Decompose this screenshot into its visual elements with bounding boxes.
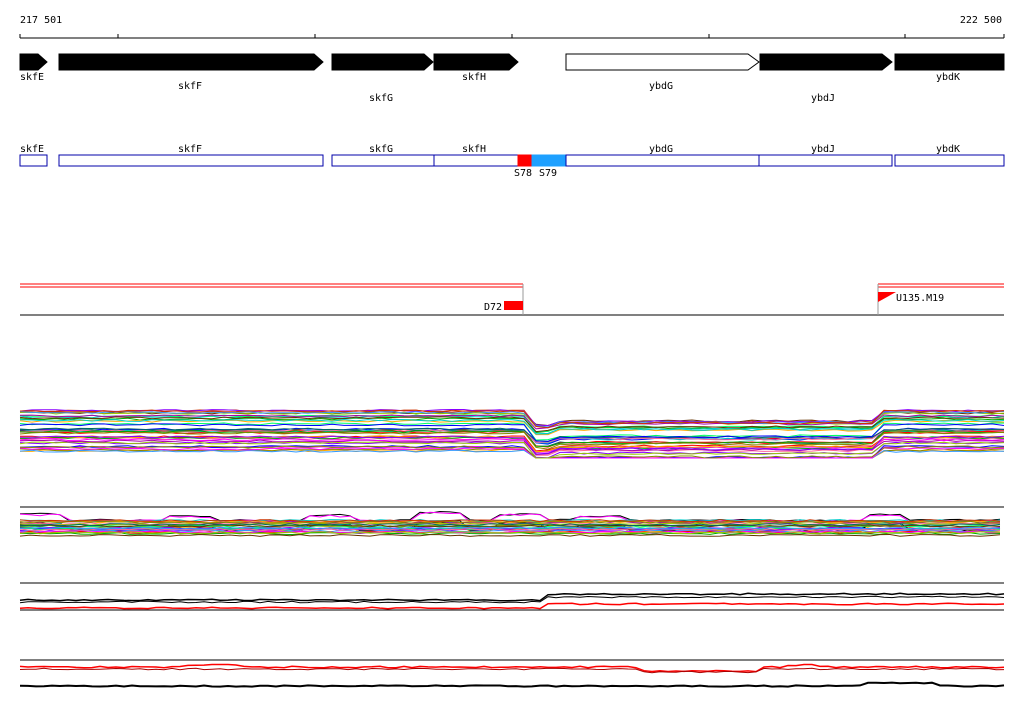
gene-label-ybdG: ybdG	[649, 81, 673, 92]
gene-label-skfG: skfG	[369, 93, 393, 104]
segment-label-skfH: skfH	[462, 144, 486, 155]
region-label-S78: S78	[514, 168, 532, 179]
segment-label-skfG: skfG	[369, 144, 393, 155]
gene-arrow-ybdK[interactable]: ybdK	[894, 53, 1005, 83]
signal-track-3-lines	[19, 592, 1005, 610]
segment-label-skfE: skfE	[20, 144, 44, 155]
signal-line	[19, 523, 1001, 527]
gene-label-skfH: skfH	[462, 72, 486, 83]
signal-line	[20, 510, 1001, 522]
gene-arrow-skfG[interactable]: skfG	[331, 53, 434, 104]
gene-label-skfF: skfF	[178, 81, 202, 92]
segment-track: skfE skfF skfG skfH S78 S79 ybdG ybdJ yb…	[19, 144, 1005, 179]
signal-line	[19, 441, 1005, 459]
region-box-S78[interactable]	[517, 154, 533, 167]
signal-track-1	[19, 409, 1005, 459]
gene-arrow-skfF-shape[interactable]	[58, 53, 324, 71]
signal-line	[20, 435, 1005, 455]
ruler-ticks	[19, 34, 1005, 38]
signal-line-black-2	[19, 595, 1005, 604]
signal-line	[19, 430, 1005, 447]
signal-track-4-lines	[19, 663, 1005, 688]
gene-track: skfE skfF skfG skfH ybdG ybdJ ybdK	[19, 53, 1005, 104]
marker-track: D72 U135.M19	[20, 283, 1004, 316]
signal-line	[19, 533, 1001, 537]
segment-label-skfF: skfF	[178, 144, 202, 155]
segment-label-ybdK: ybdK	[936, 144, 960, 155]
gene-arrow-ybdK-shape[interactable]	[894, 53, 1005, 71]
signal-line	[19, 416, 1005, 433]
signal-line	[19, 419, 1005, 436]
gene-arrow-ybdJ[interactable]: ybdJ	[759, 53, 893, 104]
signal-line-red-2	[19, 667, 1005, 674]
gene-label-skfE: skfE	[20, 72, 44, 83]
signal-track-3	[19, 582, 1005, 611]
signal-line	[19, 418, 1005, 435]
gene-label-ybdJ: ybdJ	[811, 93, 835, 104]
coordinate-ruler: 217 501 222 500	[19, 15, 1005, 39]
segment-box-skfE[interactable]	[19, 154, 48, 167]
segment-box-ybdK[interactable]	[894, 154, 1005, 167]
signal-line	[19, 414, 1005, 430]
gene-arrow-skfG-shape[interactable]	[331, 53, 434, 71]
region-box-S79[interactable]	[531, 154, 567, 167]
marker-label-D72: D72	[484, 302, 502, 313]
signal-line	[19, 447, 1005, 459]
signal-line	[19, 423, 1005, 442]
segment-box-skfH[interactable]	[433, 154, 519, 167]
signal-line	[19, 409, 1005, 429]
ruler-end-label: 222 500	[960, 15, 1002, 26]
signal-line	[19, 445, 1005, 459]
gene-arrow-ybdG-shape[interactable]	[565, 53, 760, 71]
gene-arrow-skfF[interactable]: skfF	[58, 53, 324, 92]
signal-track-2	[19, 506, 1004, 537]
marker-U135-flag-icon[interactable]	[878, 292, 896, 302]
signal-line	[19, 526, 1000, 530]
signal-line	[19, 531, 1001, 535]
signal-line	[19, 438, 1005, 454]
signal-line	[19, 524, 1001, 528]
signal-line	[19, 431, 1005, 450]
gene-arrow-ybdJ-shape[interactable]	[759, 53, 893, 71]
gene-arrow-skfE-shape[interactable]	[19, 53, 48, 71]
gene-label-ybdK: ybdK	[936, 72, 960, 83]
signal-track-2-lines	[19, 510, 1001, 537]
signal-line	[19, 518, 1001, 523]
signal-line-black	[19, 592, 1005, 602]
signal-line	[19, 422, 1005, 441]
region-label-S79: S79	[539, 168, 557, 179]
gene-arrow-skfH[interactable]: skfH	[433, 53, 519, 83]
segment-box-skfF[interactable]	[58, 154, 324, 167]
ruler-start-label: 217 501	[20, 15, 62, 26]
signal-line-red	[19, 663, 1005, 673]
signal-line	[19, 530, 1001, 534]
gene-arrow-ybdG[interactable]: ybdG	[565, 53, 760, 92]
gene-arrow-skfH-shape[interactable]	[433, 53, 519, 71]
signal-line-black	[19, 681, 1005, 688]
signal-track-4	[19, 659, 1005, 688]
signal-line	[19, 527, 1001, 532]
signal-line	[19, 411, 1005, 429]
segment-label-ybdG: ybdG	[649, 144, 673, 155]
segment-box-skfG[interactable]	[331, 154, 435, 167]
signal-line-red	[19, 602, 1005, 610]
segment-box-ybdJ[interactable]	[758, 154, 893, 167]
signal-line	[19, 519, 1001, 523]
segment-label-ybdJ: ybdJ	[811, 144, 835, 155]
gene-arrow-skfE[interactable]: skfE	[19, 53, 48, 83]
marker-D72-box[interactable]	[504, 301, 523, 310]
segment-box-ybdG[interactable]	[565, 154, 760, 167]
marker-label-U135: U135.M19	[896, 293, 944, 304]
